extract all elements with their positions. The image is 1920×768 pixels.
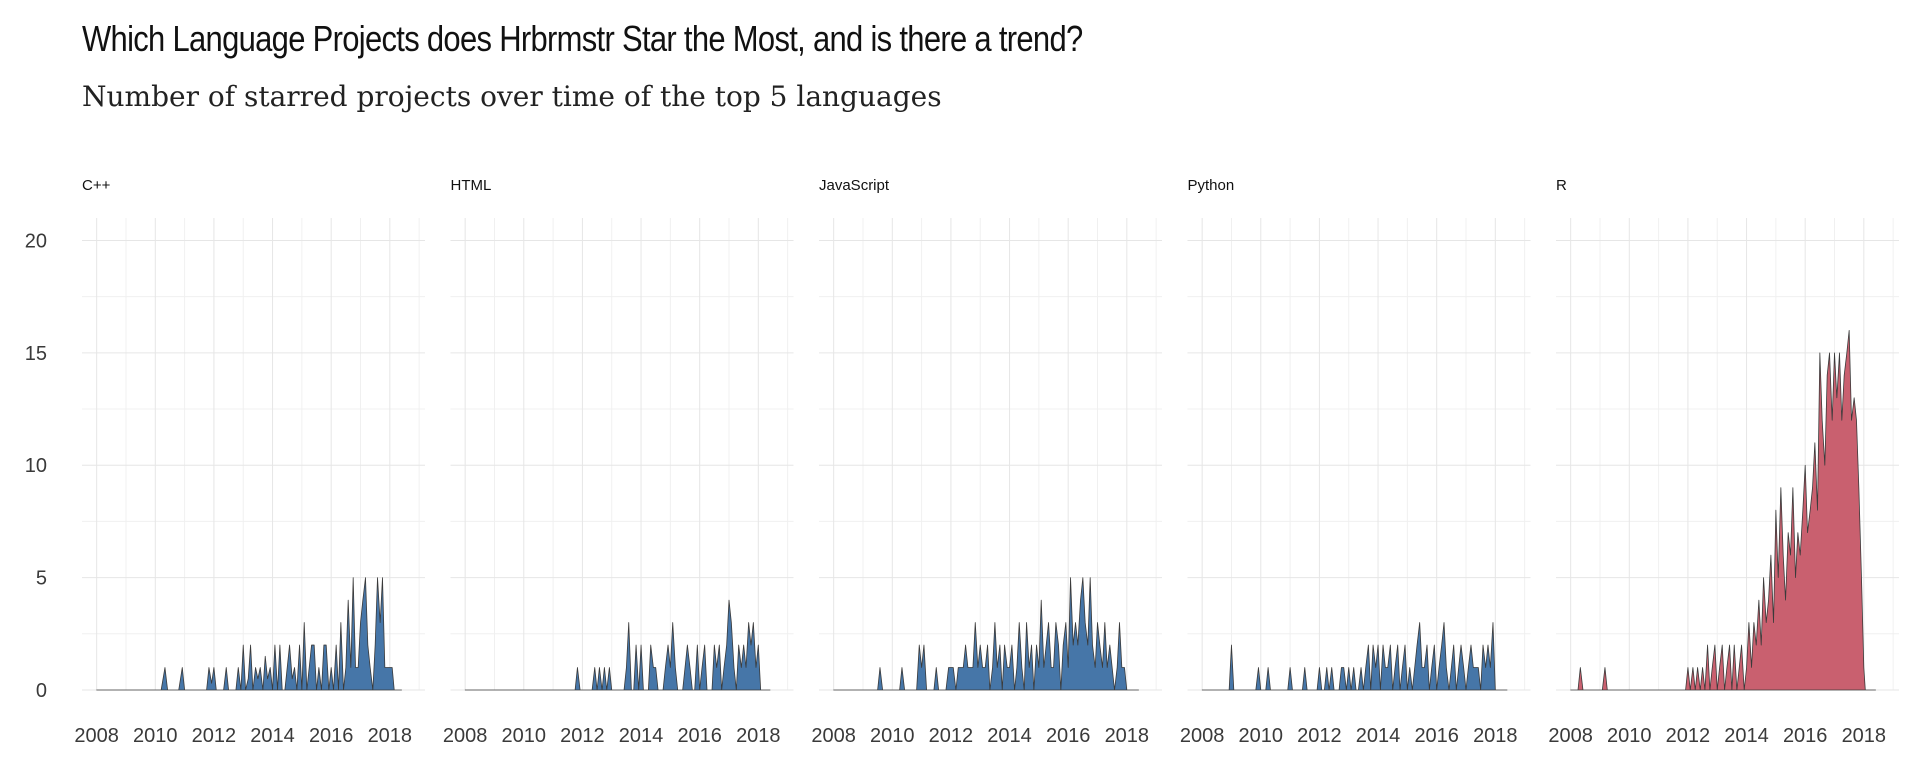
area-series-r bbox=[1570, 329, 1876, 691]
facet-panel-html: HTML 2008 2010 2012 2014 2016 2018 bbox=[443, 177, 794, 747]
x-tick-label: 2010 bbox=[1239, 725, 1284, 747]
x-tick-label: 2008 bbox=[74, 725, 119, 747]
x-tick-label: 2012 bbox=[1297, 725, 1342, 747]
x-tick-label: 2018 bbox=[1473, 725, 1518, 747]
x-tick-label: 2008 bbox=[443, 725, 488, 747]
area-series-python bbox=[1201, 622, 1508, 691]
y-tick-label: 20 bbox=[25, 230, 47, 252]
x-tick-label: 2008 bbox=[811, 725, 856, 747]
x-tick-label: 2010 bbox=[1607, 725, 1652, 747]
x-tick-label: 2010 bbox=[870, 725, 915, 747]
chart-subtitle: Number of starred projects over time of … bbox=[82, 80, 942, 113]
x-tick-label: 2010 bbox=[133, 725, 178, 747]
area-series-html bbox=[464, 599, 771, 691]
x-tick-label: 2008 bbox=[1548, 725, 1593, 747]
y-tick-label: 5 bbox=[36, 568, 47, 590]
x-tick-label: 2018 bbox=[368, 725, 413, 747]
x-tick-label: 2012 bbox=[192, 725, 237, 747]
x-tick-label: 2008 bbox=[1180, 725, 1225, 747]
facet-panel-c-: C++ 2008 2010 2012 2014 2016 2018 bbox=[74, 177, 425, 747]
facet-label: JavaScript bbox=[819, 177, 890, 194]
x-tick-label: 2012 bbox=[1666, 725, 1711, 747]
x-tick-label: 2016 bbox=[677, 725, 722, 747]
x-tick-label: 2018 bbox=[1842, 725, 1887, 747]
x-tick-label: 2016 bbox=[309, 725, 354, 747]
y-tick-label: 15 bbox=[25, 343, 47, 365]
x-tick-label: 2014 bbox=[1356, 725, 1401, 747]
x-tick-label: 2016 bbox=[1783, 725, 1828, 747]
x-tick-label: 2014 bbox=[987, 725, 1032, 747]
facet-panel-python: Python 2008 2010 2012 2014 2016 2018 bbox=[1180, 177, 1531, 747]
x-tick-label: 2012 bbox=[560, 725, 605, 747]
x-tick-label: 2010 bbox=[502, 725, 547, 747]
x-tick-label: 2016 bbox=[1414, 725, 1459, 747]
facet-panel-javascript: JavaScript 2008 2010 2012 2014 2016 2018 bbox=[811, 177, 1162, 747]
area-series-c- bbox=[96, 577, 402, 691]
facet-label: HTML bbox=[451, 177, 492, 194]
facet-label: C++ bbox=[82, 177, 111, 194]
x-tick-label: 2014 bbox=[250, 725, 295, 747]
facet-label: Python bbox=[1188, 177, 1235, 194]
area-series-javascript bbox=[833, 577, 1139, 691]
y-tick-label: 10 bbox=[25, 455, 47, 477]
x-tick-label: 2018 bbox=[736, 725, 781, 747]
x-tick-label: 2012 bbox=[929, 725, 974, 747]
y-tick-label: 0 bbox=[36, 680, 47, 702]
facet-label: R bbox=[1556, 177, 1567, 194]
x-tick-label: 2018 bbox=[1105, 725, 1150, 747]
facet-panel-r: R 2008 2010 2012 2014 2016 2018 bbox=[1548, 177, 1899, 747]
x-tick-label: 2014 bbox=[1724, 725, 1769, 747]
x-tick-label: 2014 bbox=[619, 725, 664, 747]
x-tick-label: 2016 bbox=[1046, 725, 1091, 747]
chart-title: Which Language Projects does Hrbrmstr St… bbox=[82, 18, 1083, 59]
